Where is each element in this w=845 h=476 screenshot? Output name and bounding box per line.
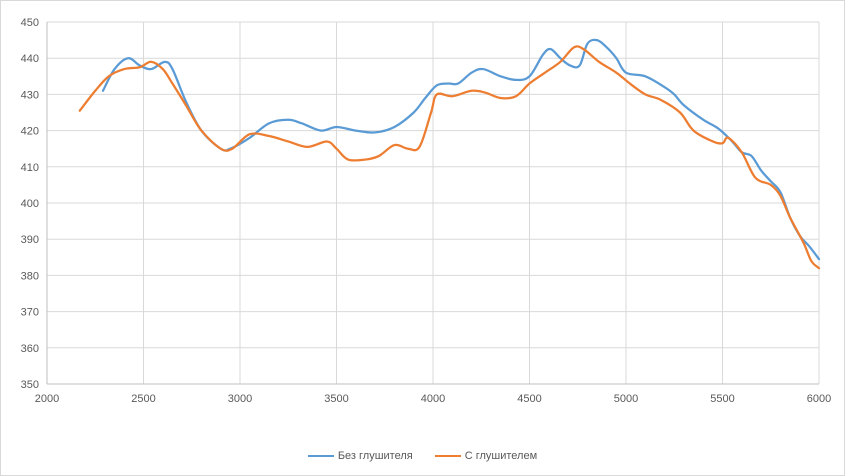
- legend-swatch: [434, 455, 461, 457]
- y-tick-label: 400: [21, 198, 39, 210]
- legend-swatch: [307, 455, 334, 457]
- y-tick-label: 450: [21, 17, 39, 29]
- axes: [46, 22, 819, 385]
- legend-item-2: С глушителем: [434, 450, 538, 462]
- y-tick-label: 350: [21, 379, 39, 391]
- tick-labels: 350 360 370 380 390 400 410 420 430 440 450 2000 250…: [21, 17, 832, 405]
- legend: Без глушителя С глушителем: [1, 450, 844, 462]
- x-tick-label: 6000: [807, 393, 831, 405]
- legend-label: Без глушителя: [337, 450, 413, 462]
- y-tick-label: 390: [21, 234, 39, 246]
- y-tick-label: 370: [21, 307, 39, 319]
- y-tick-label: 430: [21, 89, 39, 101]
- y-tick-label: 440: [21, 53, 39, 65]
- series-lines: [78, 38, 821, 270]
- x-tick-label: 2500: [131, 393, 155, 405]
- grid-lines: [47, 21, 820, 384]
- x-tick-label: 4500: [517, 393, 541, 405]
- series-line-2: [78, 45, 821, 270]
- legend-item-1: Без глушителя: [307, 450, 413, 462]
- x-tick-label: 4000: [421, 393, 445, 405]
- y-tick-label: 420: [21, 126, 39, 138]
- y-tick-label: 410: [21, 162, 39, 174]
- x-tick-label: 5500: [710, 393, 734, 405]
- y-tick-label: 380: [21, 270, 39, 282]
- x-tick-label: 2000: [35, 393, 59, 405]
- x-tick-label: 5000: [614, 393, 638, 405]
- series-line-1: [101, 38, 821, 261]
- legend-label: С глушителем: [464, 450, 538, 462]
- x-tick-label: 3000: [228, 393, 252, 405]
- y-tick-label: 360: [21, 343, 39, 355]
- x-tick-label: 3500: [324, 393, 348, 405]
